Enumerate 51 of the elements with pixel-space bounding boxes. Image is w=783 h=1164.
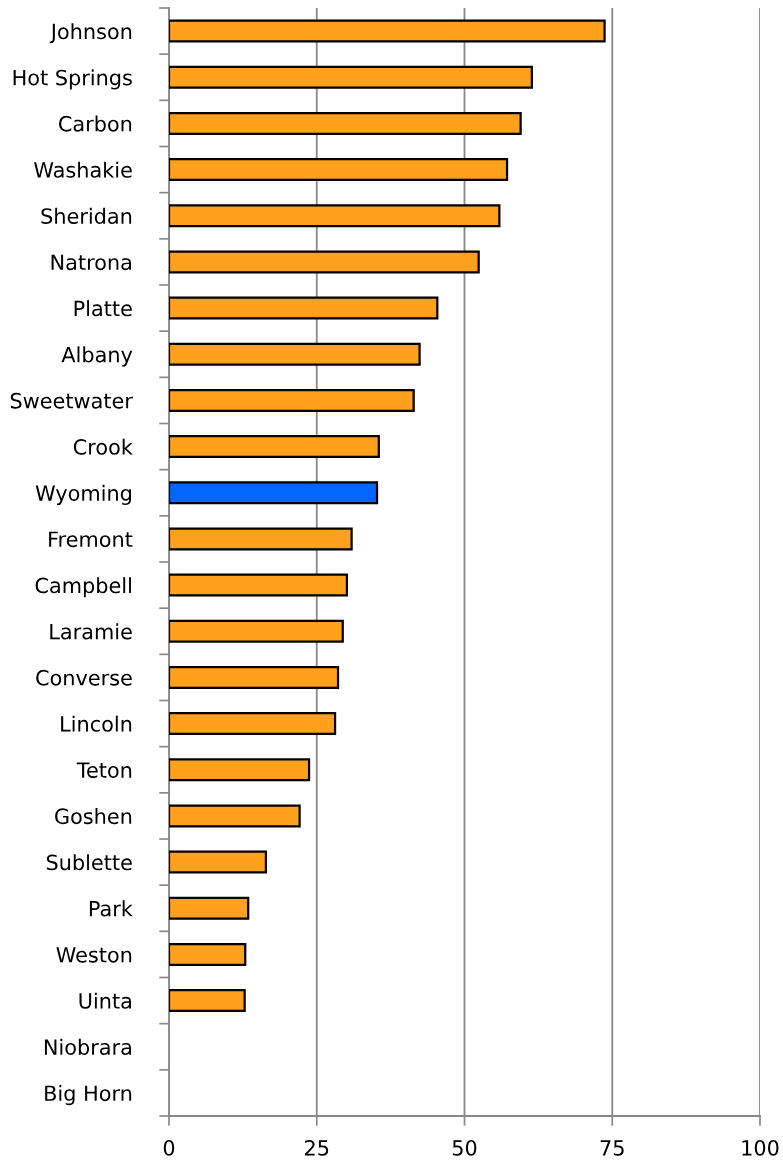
- bar: [169, 65, 533, 89]
- y-tick-label: Carbon: [59, 115, 132, 132]
- bar: [169, 527, 353, 551]
- y-tick-label: Goshen: [55, 808, 132, 825]
- bar: [169, 296, 439, 320]
- y-tick-label: Hot Springs: [13, 69, 132, 90]
- y-tick-label: Sheridan: [41, 207, 132, 224]
- y-tick-label: Big Horn: [45, 1085, 132, 1106]
- bar: [169, 204, 501, 228]
- x-tick-label: 75: [600, 1140, 624, 1156]
- x-tick-label: 0: [163, 1139, 175, 1156]
- y-tick-label: Teton: [76, 762, 132, 778]
- x-tick-label: 25: [305, 1139, 329, 1156]
- bar: [169, 388, 415, 412]
- bar: [169, 989, 246, 1013]
- bar: [169, 804, 301, 828]
- y-tick-label: Crook: [73, 438, 133, 455]
- bar: [169, 111, 522, 135]
- y-tick-label: Wyoming: [35, 484, 131, 505]
- y-tick-label: Laramie: [50, 623, 132, 640]
- y-tick-label: Lincoln: [61, 715, 132, 732]
- y-tick-label: Park: [89, 900, 133, 917]
- y-tick-label: Johnson: [49, 23, 132, 44]
- y-tick-label: Washakie: [34, 161, 132, 178]
- y-tick-label: Weston: [56, 947, 132, 963]
- x-tick-label: 50: [452, 1139, 477, 1156]
- bar: [169, 619, 344, 643]
- y-tick-label: Campbell: [35, 577, 131, 598]
- bar: [169, 435, 380, 459]
- bar: [169, 19, 606, 43]
- bar: [169, 665, 340, 689]
- bar: [169, 712, 337, 736]
- y-tick-label: Uinta: [79, 992, 131, 1009]
- x-tick-label: 100: [742, 1139, 779, 1156]
- bar: [169, 850, 268, 874]
- y-tick-label: Sublette: [46, 854, 132, 871]
- y-tick-label: Converse: [36, 669, 132, 686]
- y-tick-label: Fremont: [49, 531, 133, 548]
- bar: [169, 573, 348, 597]
- bar: [169, 942, 247, 966]
- y-tick-label: Albany: [61, 346, 133, 367]
- bar: [169, 158, 509, 182]
- y-tick-label: Natrona: [51, 254, 131, 271]
- y-tick-label: Niobrara: [44, 1038, 131, 1055]
- y-tick-label: Sweetwater: [10, 392, 133, 409]
- bar: [169, 342, 421, 366]
- bar: [169, 758, 311, 782]
- y-tick-label: Platte: [74, 300, 132, 317]
- bar: [169, 896, 250, 920]
- bar: [169, 481, 379, 505]
- bar: [169, 250, 480, 274]
